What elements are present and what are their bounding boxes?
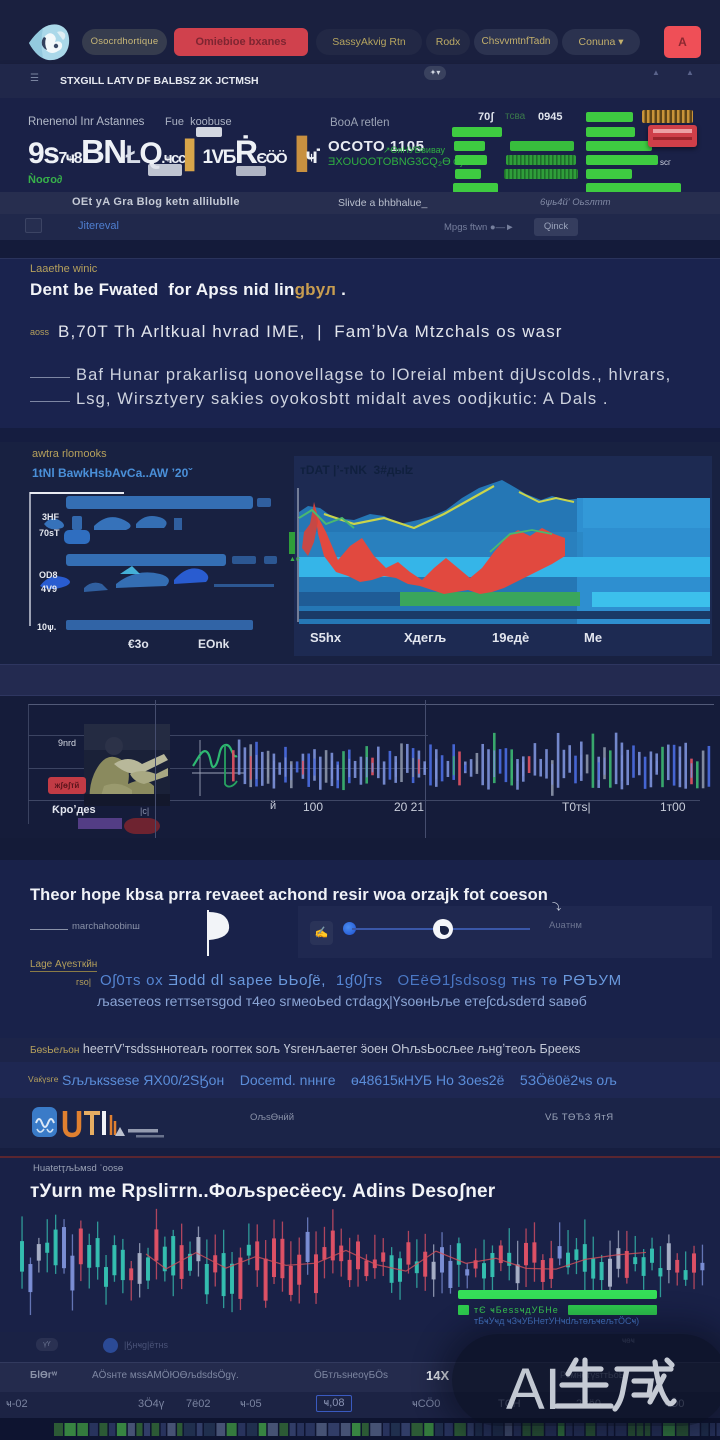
svg-text:AI: AI bbox=[506, 1357, 561, 1422]
